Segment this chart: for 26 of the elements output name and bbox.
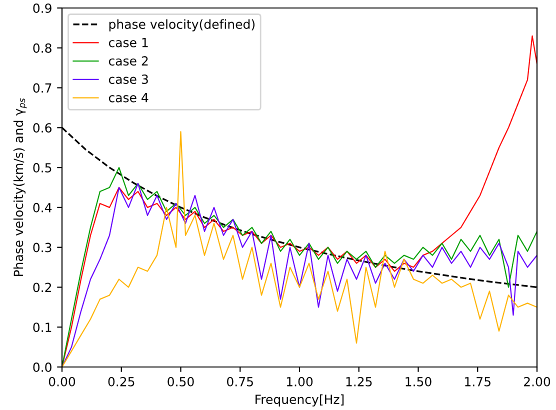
y-tick-label: 0.7	[33, 83, 52, 93]
x-tick-label: 1.75	[465, 377, 490, 386]
x-tick-label: 0.00	[48, 376, 76, 386]
y-axis-title: Phase velocity(km/s) and γ$_{ps}$	[13, 98, 27, 276]
x-tick-label: 2.00	[524, 376, 550, 386]
y-tick-label: 0.6	[33, 123, 52, 133]
x-tick-label: 0.50	[168, 376, 194, 386]
legend-label: case 2	[108, 56, 148, 66]
legend-label: phase velocity(defined)	[109, 19, 255, 32]
x-tick-label: 0.75	[227, 376, 253, 386]
legend-label: case 1	[108, 38, 148, 48]
y-tick-label: 0.3	[33, 242, 52, 252]
y-tick-label: 0.8	[33, 43, 52, 53]
y-tick-label: 0.1	[33, 322, 52, 332]
x-axis-title: Frequency[Hz]	[256, 394, 344, 406]
x-tick-label: 1.50	[406, 376, 432, 386]
legend-label: case 4	[108, 93, 148, 102]
x-tick-label: 0.25	[108, 376, 134, 386]
x-tick-label: 1.25	[346, 376, 372, 386]
y-tick-label: 0.5	[33, 163, 52, 172]
y-tick-label: 0.9	[33, 3, 52, 13]
x-tick-label: 1.00	[286, 376, 313, 386]
legend-label: case 3	[108, 74, 148, 84]
y-tick-label: 0.4	[33, 202, 52, 212]
y-tick-label: 0.2	[33, 282, 52, 292]
y-tick-label: 0.0	[33, 362, 52, 372]
